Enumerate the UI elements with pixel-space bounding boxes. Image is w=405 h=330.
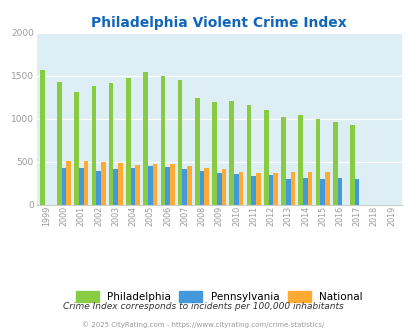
Bar [221, 169, 226, 205]
Bar [74, 92, 79, 205]
Bar [234, 174, 238, 205]
Bar [281, 117, 285, 205]
Bar [160, 76, 165, 205]
Bar [290, 172, 294, 205]
Bar [92, 86, 96, 205]
Bar [169, 164, 174, 205]
Bar [101, 162, 105, 205]
Bar [130, 168, 135, 205]
Bar [165, 167, 169, 205]
Bar [285, 179, 290, 205]
Bar [354, 179, 358, 205]
Bar [298, 115, 303, 205]
Bar [113, 169, 118, 205]
Bar [212, 103, 216, 205]
Bar [182, 169, 187, 205]
Bar [246, 105, 251, 205]
Bar [118, 163, 122, 205]
Title: Philadelphia Violent Crime Index: Philadelphia Violent Crime Index [91, 16, 346, 30]
Bar [320, 179, 324, 205]
Bar [62, 168, 66, 205]
Bar [40, 70, 45, 205]
Bar [332, 122, 337, 205]
Bar [143, 72, 147, 205]
Legend: Philadelphia, Pennsylvania, National: Philadelphia, Pennsylvania, National [76, 291, 362, 302]
Bar [268, 176, 273, 205]
Bar [57, 82, 62, 205]
Bar [337, 178, 341, 205]
Bar [229, 101, 234, 205]
Bar [349, 125, 354, 205]
Bar [263, 110, 268, 205]
Bar [256, 173, 260, 205]
Bar [303, 179, 307, 205]
Bar [135, 165, 140, 205]
Bar [152, 164, 157, 205]
Bar [147, 166, 152, 205]
Bar [204, 168, 209, 205]
Bar [187, 166, 191, 205]
Bar [307, 172, 311, 205]
Bar [324, 172, 329, 205]
Bar [83, 161, 88, 205]
Bar [216, 173, 221, 205]
Bar [177, 80, 182, 205]
Bar [315, 119, 320, 205]
Bar [109, 83, 113, 205]
Bar [96, 171, 101, 205]
Bar [79, 168, 83, 205]
Bar [126, 78, 130, 205]
Bar [66, 161, 71, 205]
Text: Crime Index corresponds to incidents per 100,000 inhabitants: Crime Index corresponds to incidents per… [62, 302, 343, 311]
Bar [251, 176, 256, 205]
Bar [194, 98, 199, 205]
Text: © 2025 CityRating.com - https://www.cityrating.com/crime-statistics/: © 2025 CityRating.com - https://www.city… [82, 322, 323, 328]
Bar [273, 173, 277, 205]
Bar [238, 172, 243, 205]
Bar [199, 171, 204, 205]
